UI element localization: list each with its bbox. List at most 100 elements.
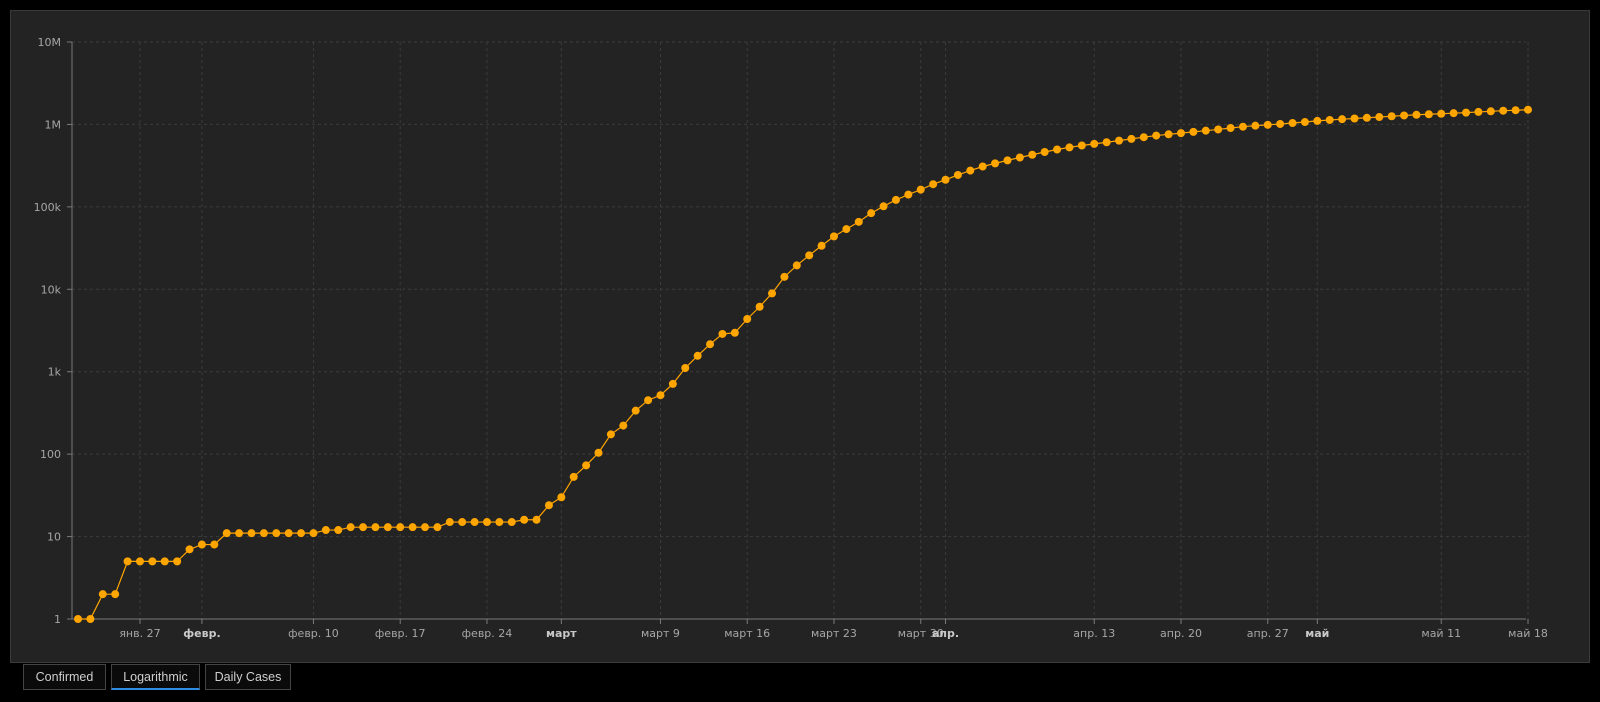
x-tick-label: апр. [932,627,959,640]
x-tick-label: май 11 [1421,627,1461,640]
data-point [644,396,653,405]
x-tick-label: май 18 [1508,627,1548,640]
data-point [445,518,454,527]
data-point [953,170,962,179]
data-point [606,430,615,439]
data-point [569,472,578,481]
x-tick-label: февр. 24 [462,627,513,640]
data-point [1201,126,1210,135]
x-tick-label: март 16 [724,627,770,640]
data-point [594,448,603,457]
data-point [966,166,975,175]
data-point [346,523,355,532]
data-point [532,515,541,524]
data-point [656,391,665,400]
data-point [1400,111,1409,120]
data-point [1449,109,1458,118]
data-point [1077,141,1086,150]
data-point [1313,116,1322,125]
data-point [470,518,479,527]
data-point [879,202,888,211]
data-point [1288,119,1297,128]
data-point [1276,119,1285,128]
data-point [755,302,764,311]
data-point [98,590,107,599]
x-tick-label: май [1305,627,1329,640]
data-point [1424,110,1433,119]
data-point [1003,156,1012,165]
data-point [1325,115,1334,124]
data-point [1387,112,1396,121]
data-point [941,175,950,184]
tab-daily-cases[interactable]: Daily Cases [205,664,291,690]
data-point [1462,108,1471,117]
data-point [359,523,368,532]
data-point [259,529,268,538]
data-point [160,557,169,566]
x-tick-label: апр. 13 [1073,627,1115,640]
tab-logarithmic[interactable]: Logarithmic [111,664,200,690]
x-tick-label: янв. 27 [119,627,160,640]
data-point [408,523,417,532]
x-tick-label: апр. 27 [1247,627,1289,640]
data-point [396,523,405,532]
data-point [1127,134,1136,143]
y-tick-label: 10M [38,36,62,49]
data-point [842,225,851,234]
x-tick-label: февр. 17 [375,627,426,640]
y-tick-label: 100k [34,201,62,214]
data-point [210,540,219,549]
data-point [1176,129,1185,138]
data-point [1065,143,1074,152]
y-tick-label: 1 [54,613,61,626]
data-point [1015,153,1024,162]
data-point [1474,107,1483,116]
data-point [693,351,702,360]
data-point [1524,105,1532,114]
tab-confirmed[interactable]: Confirmed [23,664,106,690]
data-point [668,379,677,388]
data-point [1486,107,1495,116]
data-point [730,328,739,337]
data-point [1139,133,1148,142]
data-point [334,526,343,535]
data-point [383,523,392,532]
y-tick-label: 1k [48,366,62,379]
data-point [222,529,231,538]
x-tick-label: февр. 10 [288,627,339,640]
data-point [681,364,690,373]
data-point [1251,121,1260,130]
data-point [507,518,516,527]
data-point [768,289,777,298]
data-point [135,557,144,566]
data-point [1511,106,1520,115]
data-point [86,615,95,623]
data-point [111,590,120,599]
data-point [1090,139,1099,148]
data-point [991,159,1000,168]
y-tick-label: 10 [47,531,61,544]
data-point [1412,110,1421,119]
data-point [805,251,814,260]
data-point [1152,131,1161,140]
data-point [495,518,504,527]
data-point [421,523,430,532]
data-point [1028,150,1037,159]
data-point [1499,106,1508,115]
data-point [247,529,256,538]
x-tick-label: февр. [183,627,220,640]
data-point [1189,127,1198,136]
data-point [309,529,318,538]
data-point [619,421,628,430]
data-point [173,557,182,566]
data-point [718,329,727,338]
data-point [1040,148,1049,157]
data-point [743,315,752,324]
data-point [1263,120,1272,129]
data-point [371,523,380,532]
data-point [780,272,789,281]
data-point [1350,114,1359,123]
chart-panel: 1 10 100 1k 10k 100k 1M 10M янв. 27 февр. февр. 10… [10,10,1590,663]
y-tick-label: 1M [45,118,62,131]
x-tick-label: март [546,627,577,640]
